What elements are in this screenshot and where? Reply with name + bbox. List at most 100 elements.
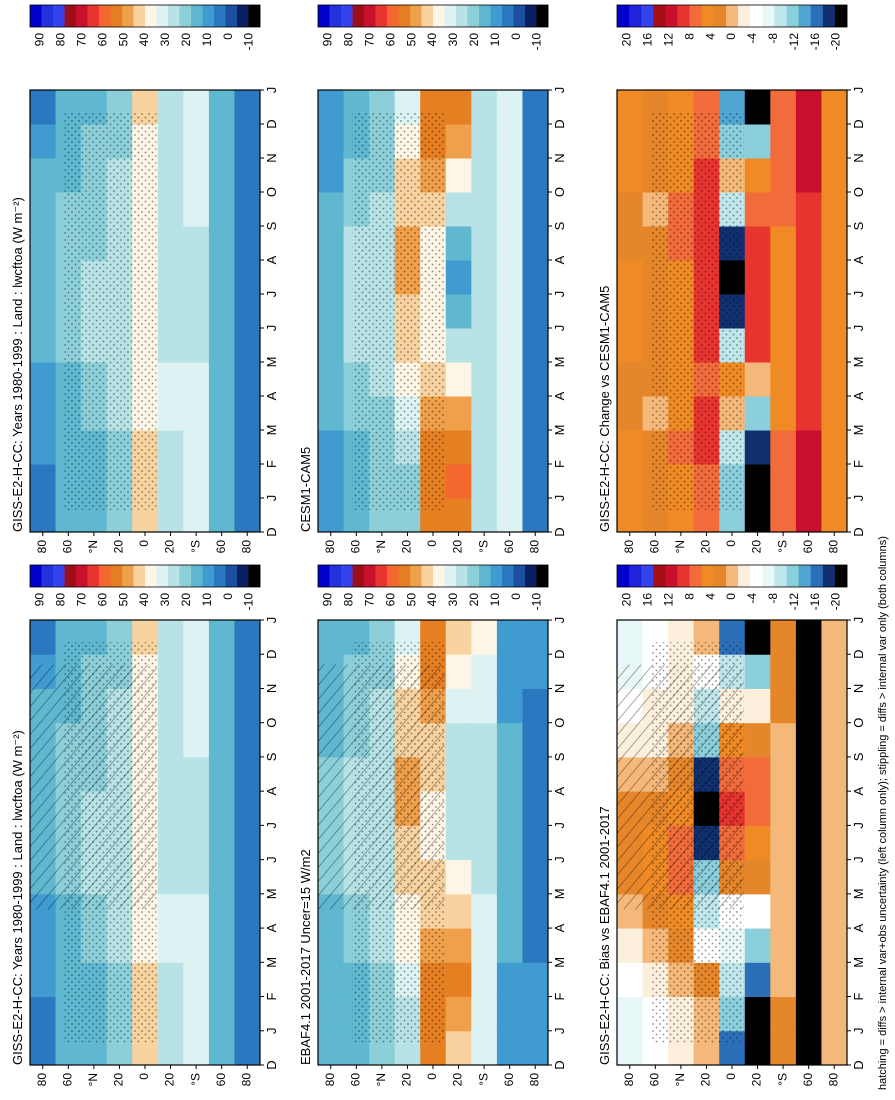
heat-cell	[522, 1030, 549, 1066]
heat-cell	[770, 620, 797, 655]
month-tick-label: S	[264, 752, 279, 761]
heat-cell	[795, 294, 822, 329]
colorbar-swatch	[641, 5, 654, 27]
colorbar-tick-label: 0	[509, 33, 523, 40]
colorbar: 90 80 70 60 50 40 30 20 10 0 -10	[29, 564, 261, 610]
heat-cell	[744, 654, 771, 689]
heat-cell	[617, 928, 644, 963]
colorbar-tick-label: -12	[787, 593, 801, 611]
heat-cell	[445, 498, 472, 533]
heat-cell	[821, 192, 848, 227]
colorbar-swatch	[64, 565, 77, 587]
colorbar-swatch	[53, 5, 65, 27]
lat-tick-label: 80	[323, 540, 337, 554]
colorbar-swatch	[122, 565, 134, 587]
month-tick-label: S	[552, 221, 567, 230]
colorbar: 90 80 70 60 50 40 30 20 10 0 -10	[317, 564, 549, 610]
colorbar-swatch	[237, 5, 249, 27]
heat-cell	[445, 893, 472, 929]
heat-cell	[522, 464, 549, 499]
heat-cell	[30, 192, 57, 227]
colorbar-swatch	[798, 5, 811, 27]
heat-cell	[234, 722, 261, 758]
heat-cell	[445, 688, 472, 724]
heat-cell	[496, 996, 523, 1032]
month-tick-label: D	[851, 650, 866, 659]
heat-cell	[157, 498, 184, 533]
heat-cell	[744, 928, 771, 963]
month-tick-label: M	[851, 357, 866, 368]
month-tick-label: A	[851, 255, 866, 264]
colorbar-swatch	[701, 5, 715, 27]
colorbar-swatch	[156, 565, 169, 587]
heat-cell	[471, 688, 498, 724]
colorbar-swatch	[410, 565, 422, 587]
month-tick-label: N	[552, 153, 567, 162]
heat-cell	[157, 260, 184, 295]
colorbar-swatch	[834, 565, 848, 587]
heat-cell	[445, 396, 472, 431]
month-tick-label: J	[552, 87, 567, 94]
month-tick-label: S	[552, 752, 567, 761]
lat-tick-label: 60	[214, 1073, 228, 1087]
colorbar-tick-label: -20	[829, 593, 843, 611]
heat-cell	[157, 996, 184, 1032]
colorbar-swatch	[725, 5, 739, 27]
month-tick-label: F	[264, 460, 279, 468]
heat-cell	[770, 688, 797, 724]
month-tick-label: J	[264, 325, 279, 332]
heat-cell	[821, 260, 848, 295]
heat-cell	[183, 226, 210, 261]
heat-cell	[795, 192, 822, 227]
lat-tick-label: 20	[750, 540, 764, 554]
heat-cell	[183, 328, 210, 363]
heat-cell	[744, 124, 771, 159]
month-tick-label: J	[851, 87, 866, 94]
colorbar-swatch	[248, 565, 261, 587]
colorbar-tick-label: 16	[641, 593, 655, 607]
heat-cell	[208, 328, 235, 363]
colorbar-swatch	[479, 5, 491, 27]
heat-cell	[471, 859, 498, 895]
colorbar-tick-label: 50	[116, 593, 130, 607]
heat-cell	[770, 464, 797, 499]
month-tick-label: M	[851, 888, 866, 899]
heat-cell	[496, 158, 523, 193]
heat-cell	[318, 396, 345, 431]
heat-cell	[617, 430, 644, 465]
colorbar-tick-label: 10	[200, 593, 214, 607]
heat-cell	[496, 791, 523, 826]
month-tick-label: M	[264, 957, 279, 968]
heat-cell	[30, 996, 57, 1032]
month-tick-label: D	[552, 650, 567, 659]
colorbar-tick-label: 20	[620, 33, 634, 47]
heat-cell	[183, 620, 210, 655]
colorbar-swatch	[191, 565, 203, 587]
heat-cell	[30, 928, 57, 963]
colorbar-tick-label: 16	[641, 33, 655, 47]
colorbar-tick-label: 80	[54, 33, 68, 47]
heat-cell	[445, 328, 472, 363]
heat-cell	[234, 825, 261, 861]
heat-cell	[183, 996, 210, 1032]
heat-cell	[496, 396, 523, 431]
heat-cell	[183, 498, 210, 533]
heat-cell	[183, 396, 210, 431]
heat-cell	[318, 620, 345, 655]
colorbar-swatch	[76, 5, 88, 27]
month-tick-label: J	[264, 617, 279, 624]
month-tick-label: D	[264, 1060, 279, 1069]
heat-cell	[496, 124, 523, 159]
heat-cell	[234, 962, 261, 998]
month-tick-label: A	[851, 786, 866, 795]
colorbar-swatch	[689, 5, 703, 27]
colorbar-tick-label: 0	[724, 593, 738, 600]
month-tick-label: O	[552, 187, 567, 197]
month-tick-label: M	[264, 357, 279, 368]
heat-cell	[821, 756, 848, 792]
heat-cell	[183, 90, 210, 125]
lat-tick-label: 60	[214, 540, 228, 554]
colorbar-swatch	[617, 5, 630, 27]
colorbar-swatch	[502, 565, 514, 587]
footer-caption: hatching = diffs > internal var+obs unce…	[877, 536, 889, 1090]
